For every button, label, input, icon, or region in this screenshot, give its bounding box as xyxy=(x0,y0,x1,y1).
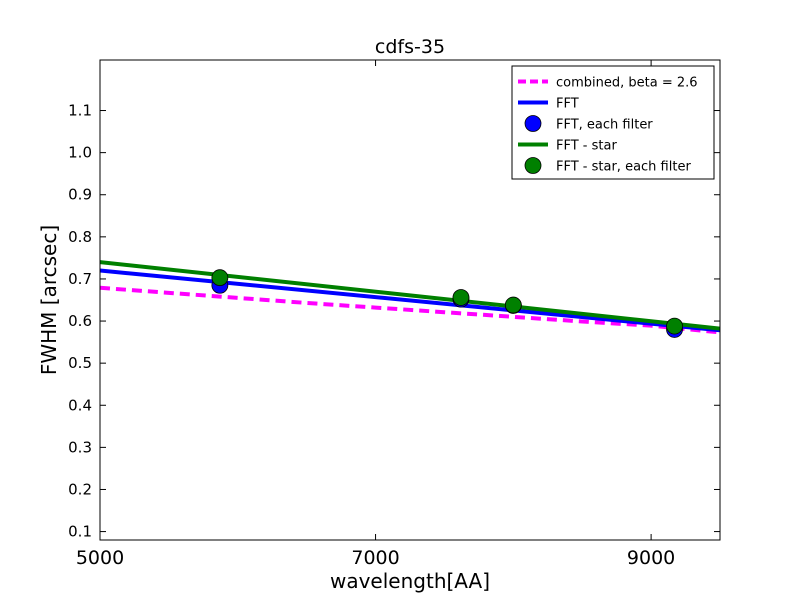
legend-label-4: FFT - star, each filter xyxy=(556,160,691,175)
series-line-1 xyxy=(100,268,720,333)
y-tick-label: 0.6 xyxy=(68,312,92,330)
series-line-3 xyxy=(100,260,720,331)
y-tick-label: 0.9 xyxy=(68,186,92,204)
chart-title: cdfs-35 xyxy=(375,36,445,58)
plot-frame xyxy=(99,59,721,541)
series-point-4-1 xyxy=(452,289,470,306)
x-axis-label: wavelength[AA] xyxy=(330,569,490,593)
series-line-0 xyxy=(100,285,720,335)
legend-label-1: FFT xyxy=(556,97,579,112)
plot-area xyxy=(100,260,720,338)
legend-label-3: FFT - star xyxy=(556,139,617,154)
legend-box xyxy=(511,65,715,180)
legend-label-0: combined, beta = 2.6 xyxy=(556,76,698,91)
series-group xyxy=(100,260,720,338)
y-tick-label: 0.1 xyxy=(68,523,92,541)
y-tick-label: 0.7 xyxy=(68,270,92,288)
y-tick-label: 1.0 xyxy=(68,144,92,162)
y-tick-label: 0.4 xyxy=(68,396,92,414)
x-tick-label: 5000 xyxy=(76,547,124,569)
legend: combined, beta = 2.6 FFT FFT, each filter F… xyxy=(511,65,715,180)
x-tick-label: 9000 xyxy=(627,547,675,569)
x-tick-label: 7000 xyxy=(351,547,399,569)
y-tick-label: 0.3 xyxy=(68,438,92,456)
series-point-4-2 xyxy=(504,296,522,314)
y-tick-label: 0.2 xyxy=(68,480,92,498)
series-point-4-3 xyxy=(666,317,683,335)
series-point-4-0 xyxy=(211,269,229,287)
legend-swatch-2 xyxy=(524,115,542,132)
y-tick-label: 1.1 xyxy=(68,102,92,120)
axes: 5000 7000 9000 0.1 0.2 0.3 0.4 0.5 0.6 0.7 0.8 0.9 1… xyxy=(68,59,721,569)
legend-label-2: FFT, each filter xyxy=(556,118,653,133)
y-axis-label: FWHM [arcsec] xyxy=(37,225,61,375)
legend-swatch-4 xyxy=(524,157,542,174)
y-tick-label: 0.5 xyxy=(68,354,92,372)
y-tick-label: 0.8 xyxy=(68,228,92,246)
